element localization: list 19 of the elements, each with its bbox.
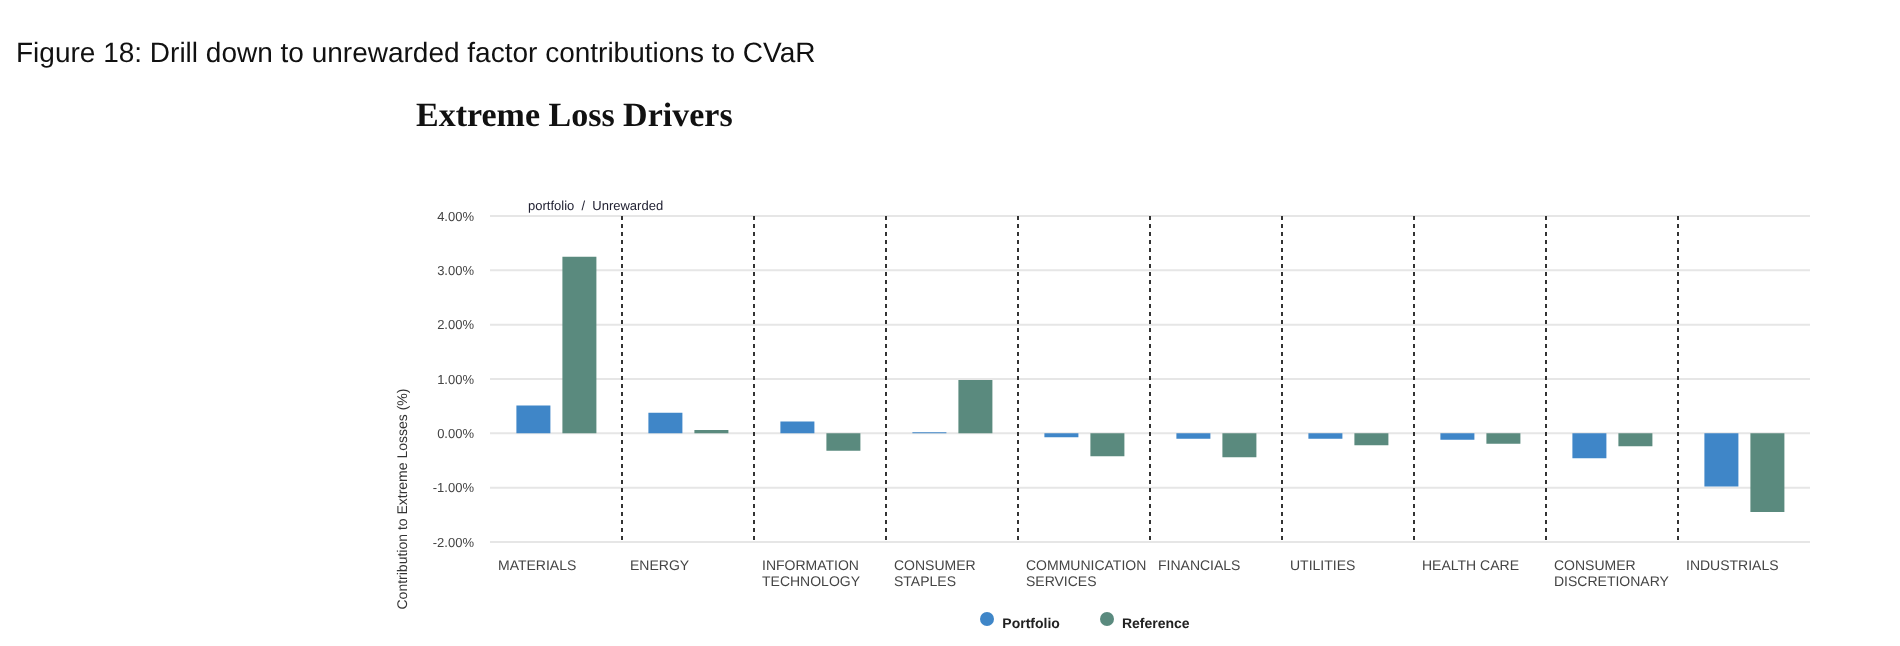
bar (780, 421, 815, 434)
bar (1704, 433, 1739, 487)
bar (1308, 433, 1343, 439)
bar (1222, 433, 1257, 458)
bar (1440, 433, 1475, 440)
bar (1572, 433, 1607, 459)
chart-title: Figure 18: Drill down to unrewarded factor contributions to CVaR (16, 36, 816, 68)
bar (826, 433, 861, 451)
bar (1486, 433, 1521, 444)
bar (1618, 433, 1653, 447)
bar (1090, 433, 1125, 457)
bar (1750, 433, 1785, 513)
bar (562, 256, 597, 434)
bar (958, 380, 993, 434)
bar (516, 405, 551, 434)
chart-subtitle: Extreme Loss Drivers (416, 96, 733, 136)
bar (648, 412, 683, 434)
bar (1176, 433, 1211, 439)
bar (1354, 433, 1389, 446)
